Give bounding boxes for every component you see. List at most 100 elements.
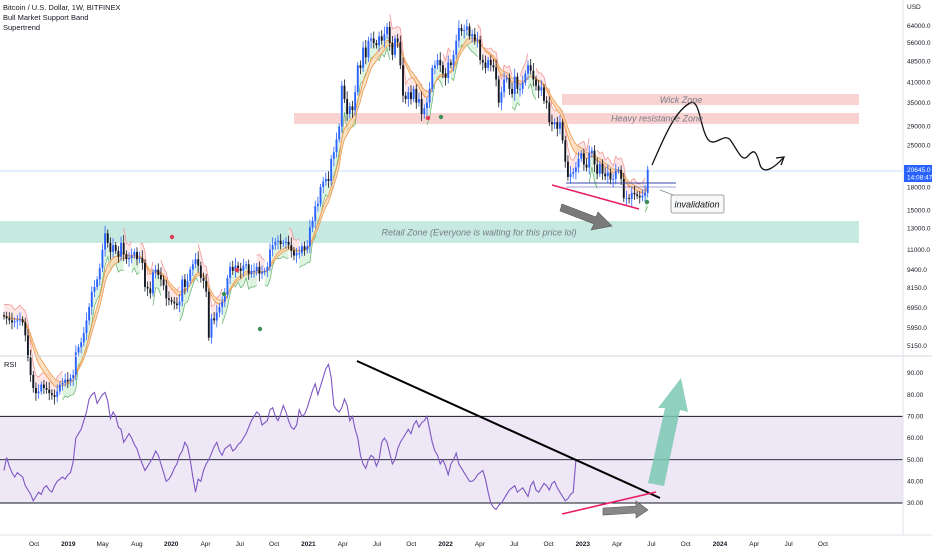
candle-body: [332, 152, 335, 159]
candle: [561, 119, 564, 144]
candle-body: [537, 85, 540, 91]
candle: [516, 72, 519, 94]
candle: [66, 371, 69, 389]
candle-body: [641, 195, 644, 198]
currency-label[interactable]: USD: [907, 4, 921, 11]
candle: [16, 314, 19, 330]
candle: [274, 237, 277, 250]
candle-body: [516, 76, 519, 89]
supertrend-down-line: [442, 47, 452, 62]
candle-body: [489, 59, 492, 66]
candle: [11, 312, 13, 330]
candle-body: [548, 102, 551, 123]
candle: [324, 172, 327, 186]
candle: [186, 273, 189, 293]
candle: [441, 61, 444, 79]
candle-body: [202, 277, 205, 281]
candle: [202, 272, 205, 289]
heavy-resistance-zone: [294, 113, 859, 124]
candle: [181, 275, 184, 307]
price-tick-label: 35000.0: [907, 100, 931, 107]
indicator-supertrend[interactable]: Supertrend: [3, 23, 41, 32]
candle-body: [8, 318, 11, 321]
time-tick-label: Jul: [236, 541, 245, 548]
candle-body: [77, 347, 80, 353]
rsi-divergence-line: [561, 491, 657, 515]
candle-body: [37, 391, 40, 394]
candle-body: [412, 88, 415, 100]
candle: [173, 297, 176, 310]
candle: [588, 145, 591, 175]
candle: [112, 238, 115, 258]
candle-body: [266, 266, 269, 271]
candle: [285, 237, 287, 250]
invalidation-box[interactable]: [670, 194, 725, 214]
candle: [412, 85, 415, 103]
invalidation-label[interactable]: invalidation: [674, 200, 719, 210]
candle-body: [503, 79, 506, 93]
price-tick-label: 15000.0: [907, 207, 931, 214]
candle-body: [271, 245, 274, 250]
wick-zone: [562, 94, 859, 105]
candle-body: [314, 206, 317, 221]
supertrend-down-fill: [288, 228, 300, 254]
last-price-badge[interactable]: [904, 165, 932, 182]
candle: [364, 39, 367, 65]
candle-body: [74, 352, 77, 375]
candle: [340, 81, 343, 133]
candle-body: [122, 242, 125, 255]
candle-body: [545, 100, 548, 103]
indicator-bull-market-support-band[interactable]: Bull Market Support Band: [3, 13, 89, 22]
candle-body: [210, 318, 213, 338]
candle: [330, 154, 333, 186]
rsi-label[interactable]: RSI: [4, 360, 17, 369]
candle-body: [149, 288, 152, 294]
candle: [447, 55, 450, 84]
candle-body: [484, 62, 487, 68]
candle: [551, 114, 553, 132]
supertrend-down-line: [596, 149, 646, 188]
candle: [101, 243, 104, 273]
candle: [457, 20, 460, 48]
symbol-title[interactable]: Bitcoin / U.S. Dollar, 1W, BITFINEX: [3, 3, 121, 12]
candle-body: [146, 286, 149, 289]
candle-body: [215, 312, 218, 321]
candle: [407, 86, 410, 107]
candle: [410, 85, 412, 105]
candle: [487, 56, 490, 72]
candle: [468, 23, 471, 40]
price-divergence-line: [551, 184, 640, 210]
candle-body: [64, 379, 67, 383]
supertrend-buy-marker: [644, 199, 650, 205]
candle: [564, 135, 567, 168]
candle-body: [165, 285, 168, 299]
candle-body: [436, 59, 439, 66]
candle: [375, 39, 378, 49]
candle-body: [593, 150, 596, 165]
candle: [396, 33, 399, 48]
candle-body: [130, 255, 133, 258]
candle-body: [388, 26, 391, 43]
candle: [77, 344, 80, 356]
candle: [463, 24, 466, 39]
supertrend-up-line: [221, 276, 257, 324]
candle: [61, 378, 64, 391]
candle: [553, 118, 556, 130]
candle: [165, 279, 168, 306]
candle: [250, 264, 253, 278]
candle: [359, 60, 362, 75]
candle-body: [553, 122, 556, 125]
candle-body: [644, 192, 647, 196]
candle: [580, 150, 583, 162]
candle-body: [460, 27, 463, 32]
rsi-tick-label: 70.00: [907, 414, 924, 421]
candle: [5, 311, 8, 325]
candle: [641, 189, 644, 202]
candle: [527, 60, 529, 80]
candle-body: [580, 153, 583, 159]
candle-body: [473, 34, 476, 41]
candle: [630, 187, 633, 207]
candle: [535, 75, 537, 91]
candle: [178, 293, 181, 313]
